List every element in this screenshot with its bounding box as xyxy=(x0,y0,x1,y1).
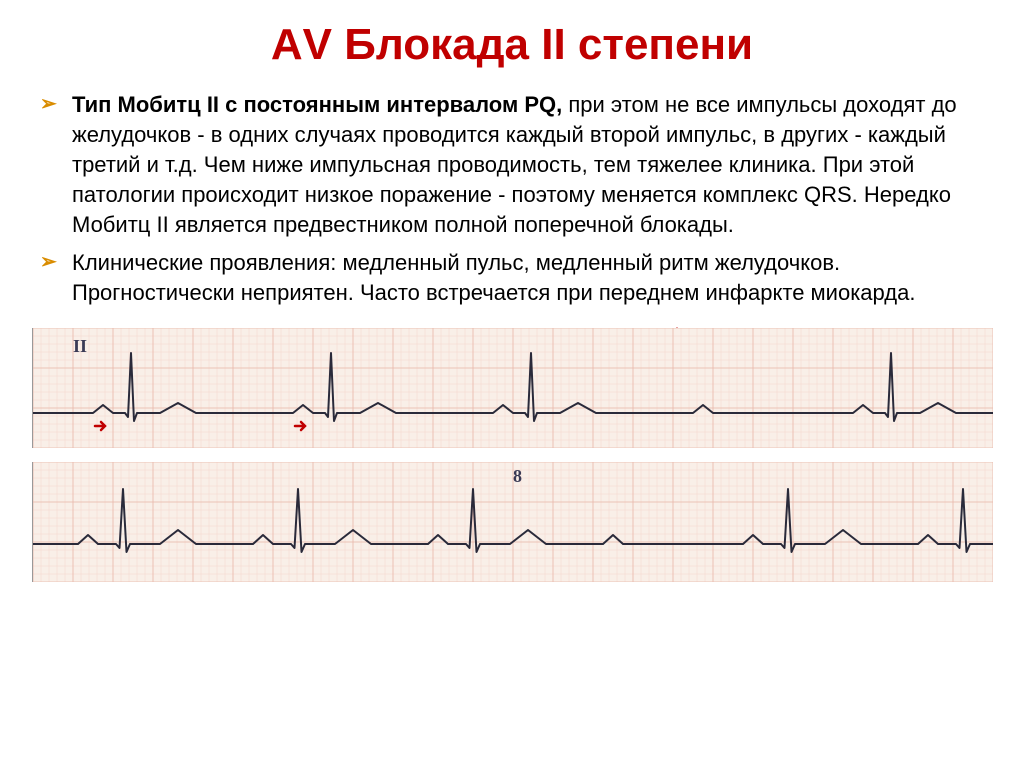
bullet-item: ➢ Клинические проявления: медленный пуль… xyxy=(40,248,984,308)
lead-label: II xyxy=(73,336,87,357)
bullet-text: Тип Мобитц II с постоянным интервалом PQ… xyxy=(72,90,984,240)
content-body: ➢ Тип Мобитц II с постоянным интервалом … xyxy=(30,90,994,308)
ecg-container: ↓ II 8 xyxy=(30,328,994,582)
bullet-item: ➢ Тип Мобитц II с постоянным интервалом … xyxy=(40,90,984,240)
lead-label: 8 xyxy=(513,466,522,487)
ecg-strip-2: 8 xyxy=(32,462,992,582)
chevron-right-icon: ➢ xyxy=(40,90,68,240)
page-title: АV Блокада II степени xyxy=(30,20,994,70)
bullet-text: Клинические проявления: медленный пульс,… xyxy=(72,248,984,308)
chevron-right-icon: ➢ xyxy=(40,248,68,308)
ecg-strip-1: II xyxy=(32,328,992,448)
